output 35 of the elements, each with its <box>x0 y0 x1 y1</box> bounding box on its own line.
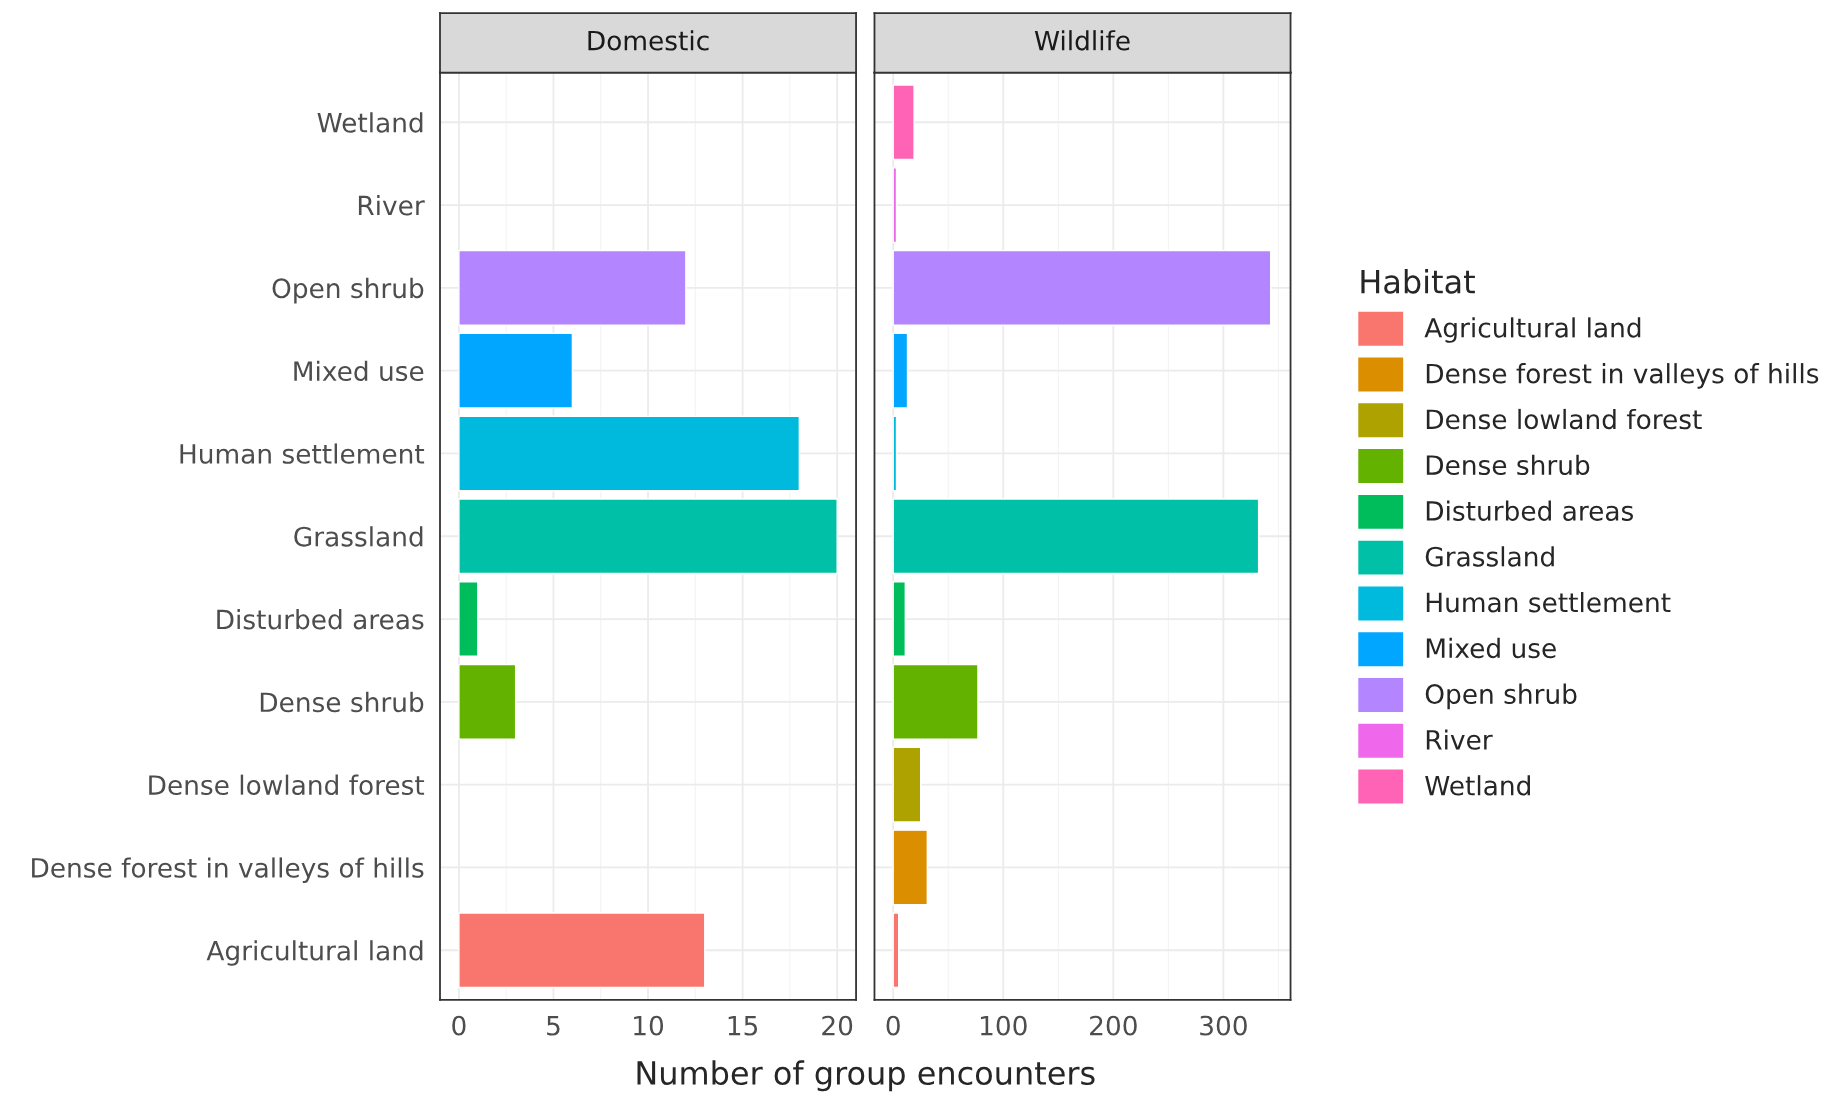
x-axis-title: Number of group encounters <box>637 1060 1095 1092</box>
y-tick-label: Dense forest in valleys of hills <box>32 857 424 883</box>
x-tick-label: 5 <box>547 1015 560 1036</box>
y-tick-label: River <box>358 195 425 216</box>
legend-label: Dense lowland forest <box>1426 408 1702 430</box>
y-tick-label: Agricultural land <box>206 940 423 966</box>
chart-title: Domestic <box>588 30 709 51</box>
y-tick-label: Human settlement <box>180 443 425 464</box>
x-tick-label: 10 <box>634 1015 664 1036</box>
y-tick-label: Dense lowland forest <box>149 774 425 796</box>
legend-label: Human settlement <box>1426 592 1671 613</box>
y-tick-label: Mixed use <box>294 360 424 382</box>
x-tick-label: 0 <box>886 1015 900 1036</box>
legend-title: Habitat <box>1361 268 1475 294</box>
legend-label: Dense forest in valleys of hills <box>1426 363 1819 389</box>
x-tick-label: 300 <box>1200 1015 1247 1036</box>
legend-label: Disturbed areas <box>1426 500 1633 521</box>
x-tick-label: 15 <box>728 1015 758 1036</box>
x-tick-label: 100 <box>980 1015 1027 1036</box>
legend-label: Wetland <box>1425 775 1530 796</box>
y-tick-label: Dense shrub <box>260 691 424 713</box>
legend-label: River <box>1426 729 1493 750</box>
x-tick-label: 0 <box>452 1015 466 1036</box>
legend-label: Open shrub <box>1425 683 1577 710</box>
y-tick-label: Grassland <box>294 526 423 547</box>
legend-label: Grassland <box>1425 546 1554 567</box>
y-tick-label: Wetland <box>317 112 423 133</box>
y-tick-label: Disturbed areas <box>217 609 424 630</box>
legend-label: Agricultural land <box>1424 317 1641 343</box>
x-tick-label: 20 <box>822 1015 853 1036</box>
legend-label: Mixed use <box>1426 637 1556 659</box>
y-tick-label: Open shrub <box>272 277 424 304</box>
x-tick-label: 200 <box>1090 1015 1137 1036</box>
chart-title: Wildlife <box>1034 30 1130 51</box>
legend-label: Dense shrub <box>1426 454 1590 476</box>
